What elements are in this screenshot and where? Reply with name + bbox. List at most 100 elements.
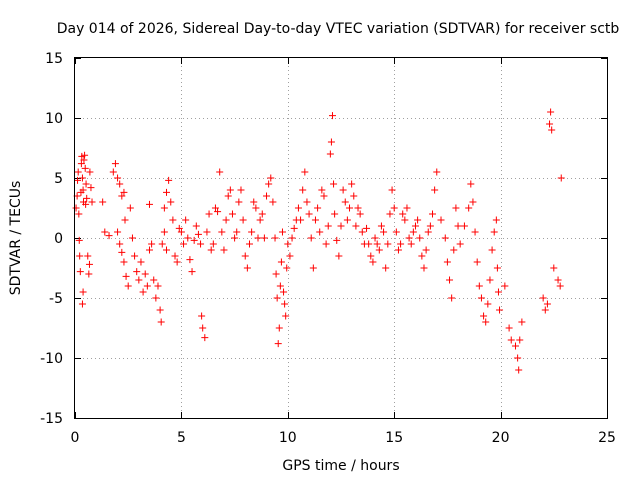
data-point bbox=[314, 204, 322, 212]
data-point bbox=[418, 252, 426, 260]
data-point bbox=[157, 318, 165, 326]
y-tick-label: 0 bbox=[54, 231, 63, 247]
x-axis-label: GPS time / hours bbox=[282, 458, 399, 474]
data-point bbox=[154, 282, 162, 290]
data-point bbox=[121, 216, 129, 224]
data-point bbox=[392, 228, 400, 236]
data-point bbox=[318, 186, 326, 194]
data-point bbox=[328, 112, 336, 120]
data-point bbox=[354, 204, 362, 212]
y-tick-label: -10 bbox=[40, 351, 63, 367]
data-point bbox=[429, 210, 437, 218]
data-point bbox=[294, 204, 302, 212]
data-point bbox=[303, 198, 311, 206]
data-point bbox=[397, 240, 405, 248]
data-point bbox=[78, 174, 86, 182]
data-point bbox=[201, 334, 209, 342]
data-point bbox=[84, 252, 92, 260]
data-point bbox=[284, 240, 292, 248]
chart-title: Day 014 of 2026, Sidereal Day-to-day VTE… bbox=[57, 21, 620, 37]
data-point bbox=[80, 156, 88, 164]
data-point bbox=[282, 312, 290, 320]
data-point bbox=[141, 270, 149, 278]
data-point bbox=[237, 186, 245, 194]
data-point bbox=[263, 192, 271, 200]
data-point bbox=[518, 318, 526, 326]
data-point bbox=[173, 258, 181, 266]
data-point bbox=[135, 276, 143, 284]
data-point bbox=[543, 300, 551, 308]
data-point bbox=[405, 234, 413, 242]
data-point bbox=[363, 224, 371, 232]
data-point bbox=[492, 216, 500, 224]
data-point bbox=[356, 210, 364, 218]
data-point bbox=[460, 222, 468, 230]
data-point bbox=[120, 188, 128, 196]
data-point bbox=[547, 108, 555, 116]
data-point bbox=[79, 186, 87, 194]
data-point bbox=[250, 198, 258, 206]
data-point bbox=[276, 282, 284, 290]
data-point bbox=[254, 234, 262, 242]
data-points bbox=[72, 108, 565, 374]
data-point bbox=[326, 150, 334, 158]
data-point bbox=[515, 366, 523, 374]
data-point bbox=[243, 264, 251, 272]
data-point bbox=[85, 270, 93, 278]
data-point bbox=[76, 252, 84, 260]
data-point bbox=[281, 300, 289, 308]
data-point bbox=[348, 180, 356, 188]
data-point bbox=[335, 252, 343, 260]
data-point bbox=[337, 222, 345, 230]
data-point bbox=[87, 184, 95, 192]
data-point bbox=[152, 294, 160, 302]
data-point bbox=[139, 288, 147, 296]
data-point bbox=[556, 282, 564, 290]
data-point bbox=[78, 300, 86, 308]
data-point bbox=[133, 268, 141, 276]
data-point bbox=[158, 240, 166, 248]
data-point bbox=[190, 236, 198, 244]
data-point bbox=[475, 282, 483, 290]
data-point bbox=[231, 234, 239, 242]
data-point bbox=[143, 282, 151, 290]
data-point bbox=[307, 234, 315, 242]
data-point bbox=[175, 224, 183, 232]
data-point bbox=[99, 198, 107, 206]
data-point bbox=[258, 210, 266, 218]
data-point bbox=[403, 204, 411, 212]
data-point bbox=[86, 168, 94, 176]
y-tick-labels: -15 -10 -5 0 5 10 15 bbox=[40, 51, 63, 427]
data-point bbox=[163, 188, 171, 196]
grid-lines bbox=[75, 58, 607, 418]
data-point bbox=[482, 318, 490, 326]
data-point bbox=[74, 176, 82, 184]
data-point bbox=[346, 204, 354, 212]
data-point bbox=[275, 324, 283, 332]
data-point bbox=[124, 282, 132, 290]
data-point bbox=[505, 324, 513, 332]
data-point bbox=[145, 200, 153, 208]
data-point bbox=[541, 306, 549, 314]
data-point bbox=[390, 204, 398, 212]
data-point bbox=[167, 198, 175, 206]
data-point bbox=[267, 174, 275, 182]
data-point bbox=[350, 192, 358, 200]
data-point bbox=[399, 210, 407, 218]
y-tick-label: -5 bbox=[49, 291, 63, 307]
data-point bbox=[277, 258, 285, 266]
x-tick-label: 10 bbox=[279, 430, 297, 446]
data-point bbox=[358, 228, 366, 236]
data-point bbox=[311, 216, 319, 224]
data-point bbox=[101, 228, 109, 236]
data-point bbox=[116, 180, 124, 188]
data-point bbox=[441, 234, 449, 242]
data-point bbox=[274, 340, 282, 348]
data-point bbox=[467, 180, 475, 188]
data-point bbox=[111, 160, 119, 168]
data-point bbox=[471, 228, 479, 236]
data-point bbox=[394, 246, 402, 254]
data-point bbox=[148, 240, 156, 248]
data-point bbox=[426, 222, 434, 230]
data-point bbox=[72, 204, 80, 212]
